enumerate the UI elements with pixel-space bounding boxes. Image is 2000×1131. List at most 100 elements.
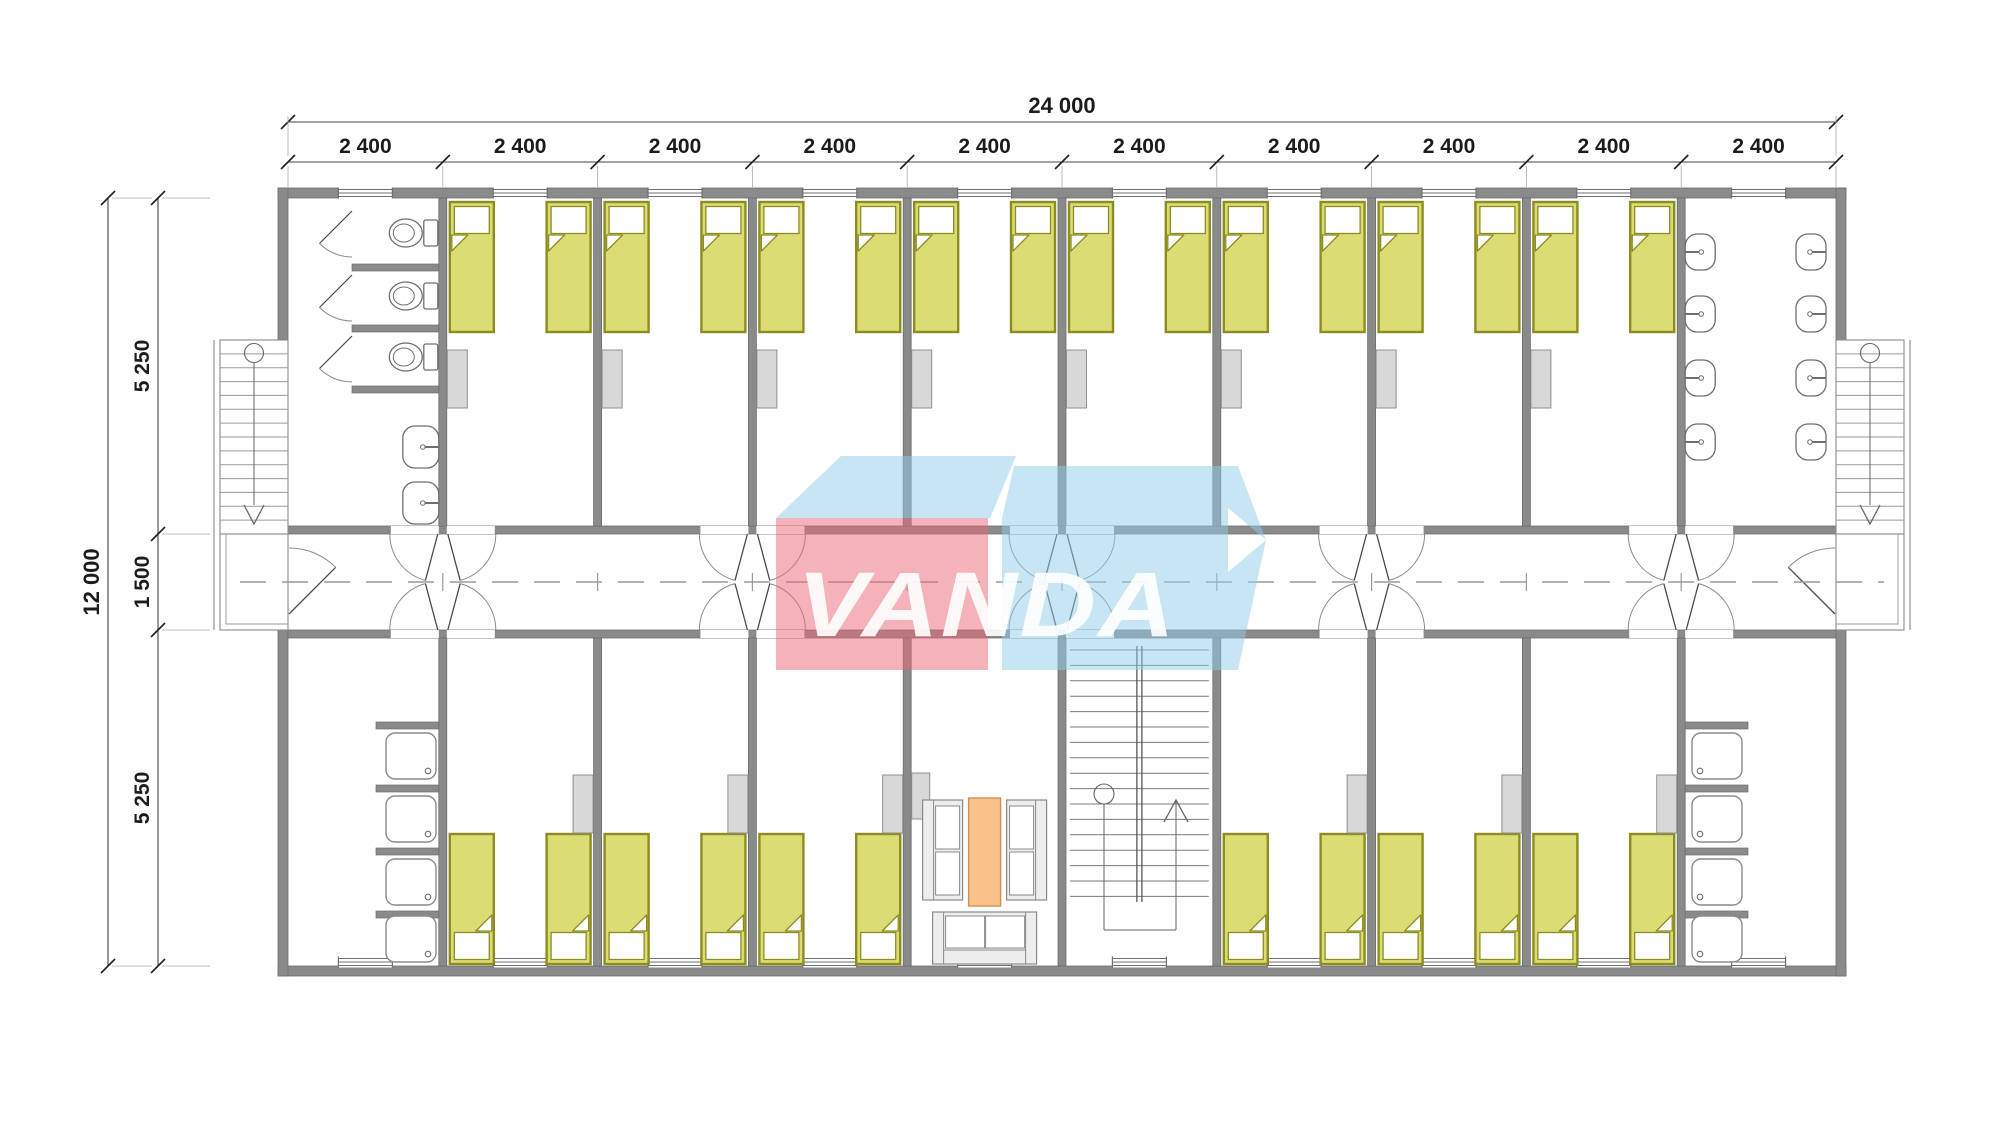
bed <box>758 200 805 334</box>
room-top-bedroom <box>1375 200 1521 409</box>
wardrobe <box>727 774 749 834</box>
dim-module-width: 2 400 <box>1268 135 1321 158</box>
window-bottom <box>1576 956 1632 968</box>
window-top <box>647 187 703 199</box>
bed <box>1377 200 1424 334</box>
bed <box>1628 200 1676 334</box>
wardrobe <box>601 349 623 409</box>
window-bottom <box>1111 956 1168 968</box>
room-bottom-bedroom <box>1377 774 1523 966</box>
wash-basin <box>1684 295 1716 333</box>
bed <box>1532 832 1579 966</box>
wardrobe <box>1656 774 1678 834</box>
bed <box>1474 200 1521 334</box>
wash-basin <box>1684 423 1716 461</box>
bed <box>913 200 960 334</box>
window-top <box>492 187 548 199</box>
window-bottom <box>1266 956 1322 968</box>
shower-tray <box>1691 915 1743 963</box>
dim-depth-segment-3: 5 250 <box>131 772 154 825</box>
window-top <box>1266 187 1322 199</box>
armchair-left <box>921 799 964 901</box>
room-top-toilets <box>319 210 440 525</box>
shower-tray <box>1691 795 1743 843</box>
bed <box>448 832 495 966</box>
dim-module-width: 2 400 <box>494 135 547 158</box>
room-door <box>1627 533 1677 581</box>
room-top-bedroom <box>446 200 592 409</box>
room-bottom-bedroom <box>1222 774 1368 966</box>
shower-tray <box>1691 732 1743 780</box>
room-top-bedroom <box>756 200 902 409</box>
room-door <box>389 583 439 631</box>
bed <box>1319 200 1366 334</box>
dim-overall-depth: 12 000 <box>79 548 104 615</box>
shower-tray <box>385 795 437 843</box>
dimension-lines: 2 400 2 400 2 400 2 400 2 400 2 400 2 400 2 400… <box>100 114 1844 974</box>
dim-module-width: 2 400 <box>804 135 857 158</box>
bed <box>448 200 495 334</box>
watermark-text: VANDA <box>797 554 1177 656</box>
window-top <box>956 187 1013 199</box>
room-door <box>1375 533 1426 581</box>
shower-tray <box>385 858 437 906</box>
room-bottom-bedroom <box>758 774 904 966</box>
wardrobe <box>1501 774 1523 834</box>
room-bottom-showers <box>1684 721 1749 963</box>
bed <box>855 832 902 966</box>
window-bottom <box>647 956 703 968</box>
wash-basin <box>1795 359 1827 397</box>
coffee-table <box>967 797 1002 907</box>
dim-module-width: 2 400 <box>958 135 1011 158</box>
toilet <box>388 342 439 372</box>
bed <box>700 200 747 334</box>
room-door <box>1375 583 1426 631</box>
room-top-bedroom <box>1066 200 1212 409</box>
wash-basin <box>1795 295 1827 333</box>
dim-module-width: 2 400 <box>649 135 702 158</box>
bed <box>603 832 650 966</box>
bed <box>545 200 592 334</box>
bed <box>1474 832 1521 966</box>
dim-depth-segment-1: 5 250 <box>131 340 154 393</box>
bed <box>1532 200 1579 334</box>
bed <box>1222 832 1270 966</box>
room-bottom-lounge <box>911 772 1048 965</box>
wash-basin <box>402 481 440 525</box>
dimension-annotations: 24 000 12 000 5 250 1 500 5 250 2 400 2 4… <box>79 93 1844 974</box>
wardrobe <box>1375 349 1397 409</box>
bed <box>603 200 650 334</box>
shower-tray <box>1691 858 1743 906</box>
window-top <box>1576 187 1632 199</box>
wardrobe <box>882 774 904 834</box>
room-door <box>389 533 439 581</box>
window-bottom <box>1421 956 1477 968</box>
external-stair-left <box>213 339 289 631</box>
room-bottom-bedroom <box>1532 774 1678 966</box>
room-door <box>1318 533 1368 581</box>
window-top <box>802 187 858 199</box>
room-top-bedroom <box>601 200 747 409</box>
dim-module-width: 2 400 <box>339 135 392 158</box>
window-bottom <box>337 956 393 968</box>
building-plan <box>213 187 1911 977</box>
wash-basin <box>1684 359 1716 397</box>
sofa <box>931 911 1038 965</box>
stair-direction-arrow <box>243 504 265 526</box>
external-stair-right <box>1835 339 1911 631</box>
corridor-exit-door-right <box>1787 547 1836 615</box>
room-door <box>1318 583 1368 631</box>
window-top <box>1730 187 1787 199</box>
room-door <box>1685 583 1735 631</box>
wardrobe <box>1530 349 1552 409</box>
room-door <box>1627 583 1677 631</box>
stair-direction-arrow <box>1163 798 1189 823</box>
dim-module-width: 2 400 <box>1732 135 1785 158</box>
bed <box>1067 200 1115 334</box>
shower-tray <box>385 732 437 780</box>
bed <box>1377 832 1424 966</box>
room-door <box>698 583 749 631</box>
window-top <box>1421 187 1477 199</box>
